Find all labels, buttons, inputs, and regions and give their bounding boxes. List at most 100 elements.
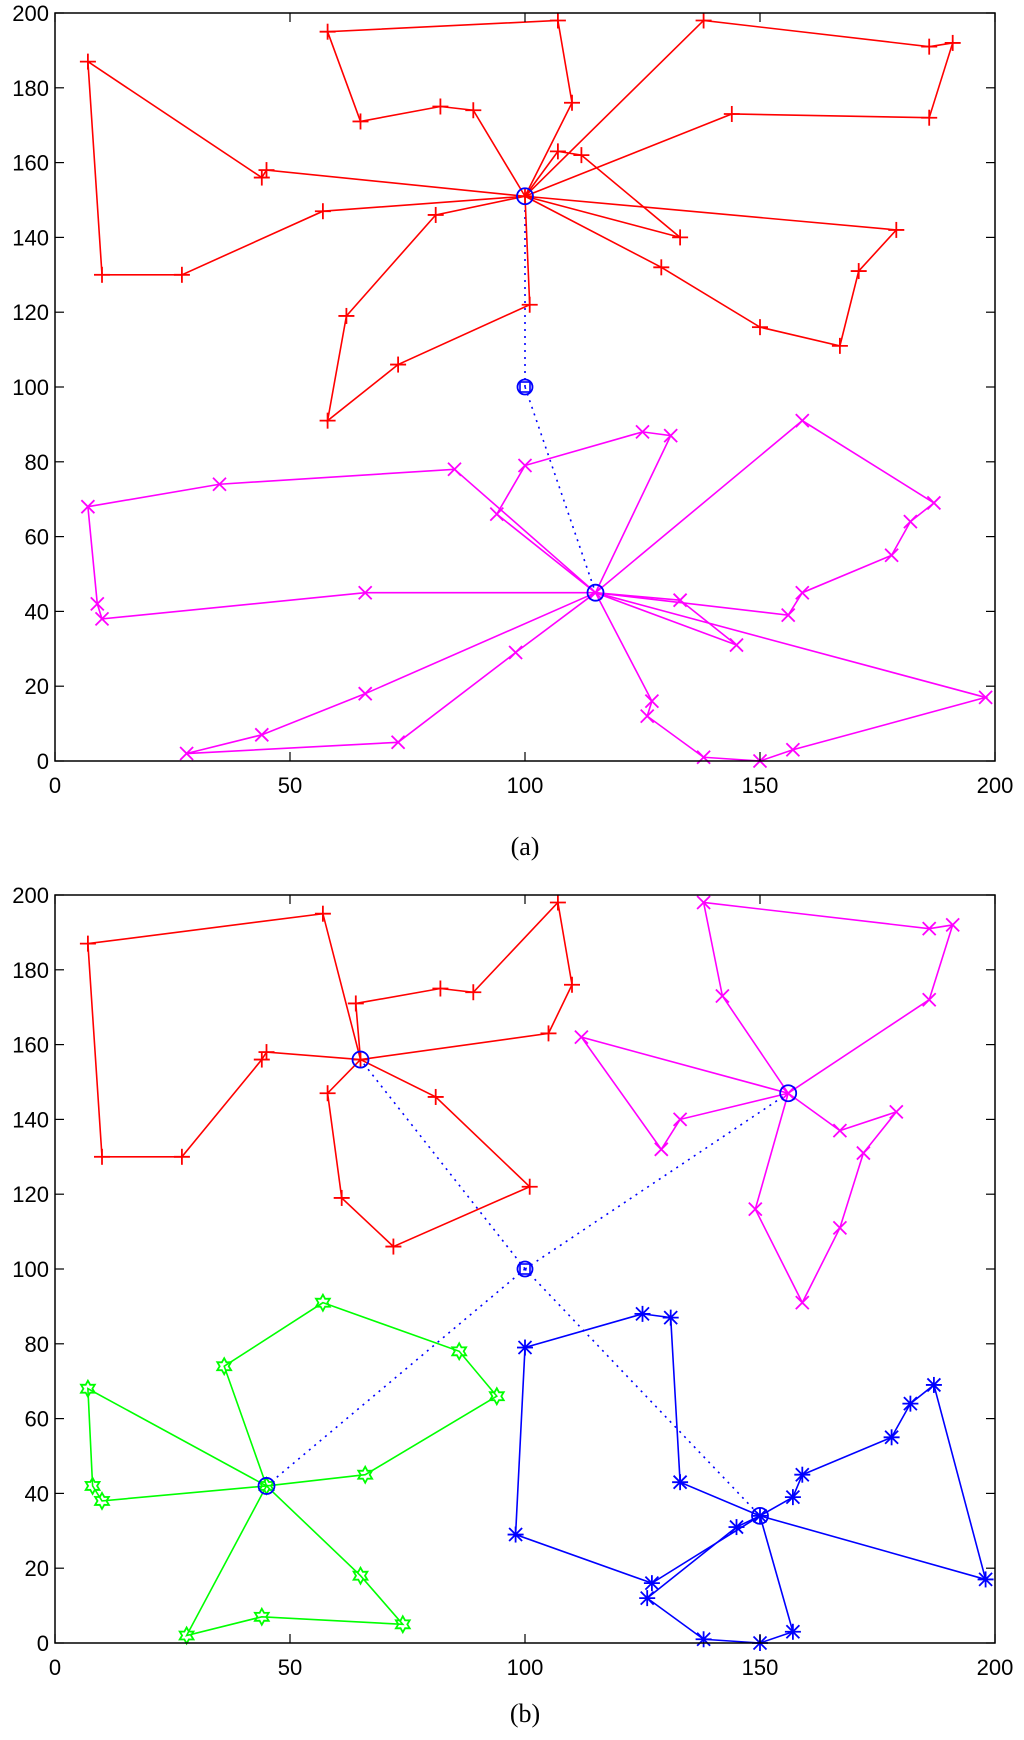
data-point — [356, 1464, 374, 1485]
data-point — [215, 1356, 233, 1377]
y-tick-label: 60 — [25, 525, 49, 550]
data-point — [945, 917, 960, 933]
cluster-head — [751, 1506, 769, 1525]
route-line — [185, 1485, 405, 1637]
data-point — [672, 1112, 688, 1127]
y-tick-label: 80 — [25, 450, 49, 475]
base-station-circle — [516, 1260, 534, 1278]
cluster-head-marker — [517, 188, 533, 205]
route-line — [579, 1035, 789, 1151]
route-line — [645, 1515, 794, 1644]
x-tick-label: 150 — [742, 773, 779, 798]
data-point — [564, 976, 580, 993]
data-point — [795, 413, 810, 428]
route-line — [595, 591, 737, 646]
route-line — [186, 591, 596, 755]
route-line — [514, 1313, 761, 1585]
data-point — [672, 229, 689, 246]
dotted-link — [265, 1268, 526, 1487]
route-line — [754, 1092, 899, 1305]
y-tick-label: 20 — [25, 1556, 49, 1581]
data-point — [90, 596, 105, 612]
data-point — [723, 105, 740, 122]
data-point — [662, 1309, 679, 1326]
data-point — [333, 1189, 350, 1206]
data-point — [179, 746, 194, 761]
data-point — [643, 1575, 660, 1592]
cluster-head — [351, 1050, 370, 1069]
data-point — [390, 356, 407, 373]
series-4 — [507, 1305, 994, 1651]
cluster-head — [257, 1477, 276, 1495]
data-point — [794, 1466, 811, 1483]
data-point — [748, 1202, 763, 1217]
data-point — [715, 988, 730, 1004]
route-line — [87, 468, 597, 620]
cluster-head — [586, 583, 605, 602]
data-point — [672, 1474, 689, 1491]
x-tick-label: 100 — [507, 1655, 544, 1680]
cluster-head-marker — [588, 585, 603, 600]
data-point — [672, 593, 688, 608]
dotted-link — [524, 386, 597, 593]
series-2 — [574, 895, 960, 1310]
data-point — [253, 169, 270, 186]
route-line — [524, 19, 954, 198]
data-point — [258, 1044, 275, 1061]
base-station-square — [519, 381, 531, 393]
data-point — [635, 424, 650, 440]
route-line — [87, 1387, 267, 1502]
data-point — [319, 412, 336, 429]
base-station-square — [519, 1263, 531, 1275]
data-point — [319, 23, 336, 40]
data-point — [549, 12, 566, 29]
y-tick-label: 0 — [37, 749, 49, 774]
data-point — [394, 1614, 412, 1635]
data-point — [79, 53, 96, 70]
data-point — [338, 307, 355, 324]
x-tick-label: 150 — [742, 1655, 779, 1680]
cluster-head-marker — [781, 1086, 796, 1101]
data-point — [644, 694, 660, 709]
y-tick-label: 100 — [12, 1257, 49, 1282]
y-tick-label: 0 — [37, 1631, 49, 1656]
route-line — [524, 150, 681, 239]
cluster-head-marker — [352, 1051, 369, 1068]
data-point — [856, 1145, 871, 1161]
route-line — [223, 1301, 499, 1487]
data-point — [447, 462, 462, 477]
data-point — [351, 1565, 370, 1586]
y-tick-label: 40 — [25, 599, 49, 624]
series-1 — [79, 12, 961, 429]
data-point — [654, 1142, 669, 1157]
data-point — [639, 1590, 656, 1607]
x-tick-label: 0 — [49, 1655, 61, 1680]
data-point — [752, 319, 768, 336]
data-point — [785, 742, 801, 757]
data-point — [884, 548, 899, 563]
data-point — [358, 686, 373, 701]
data-point — [729, 637, 744, 653]
data-point — [84, 1476, 102, 1496]
route-line — [326, 195, 531, 423]
x-tick-label: 0 — [49, 773, 61, 798]
route-line — [86, 60, 526, 276]
data-point — [358, 585, 373, 600]
y-tick-label: 140 — [12, 1107, 49, 1132]
x-tick-label: 200 — [977, 1655, 1014, 1680]
data-point — [549, 894, 566, 911]
data-point — [784, 1489, 801, 1506]
y-tick-label: 80 — [25, 1332, 49, 1357]
cluster-head-marker — [752, 1507, 768, 1524]
data-point — [352, 113, 369, 130]
data-point — [944, 34, 961, 51]
data-point — [696, 895, 711, 910]
data-point — [521, 296, 538, 313]
chart-caption: (a) — [511, 832, 540, 861]
route-line — [326, 1058, 532, 1248]
data-point — [94, 266, 110, 283]
data-point — [634, 1305, 651, 1322]
data-point — [521, 1178, 538, 1195]
cluster-head — [516, 187, 534, 206]
data-point — [507, 1526, 524, 1543]
